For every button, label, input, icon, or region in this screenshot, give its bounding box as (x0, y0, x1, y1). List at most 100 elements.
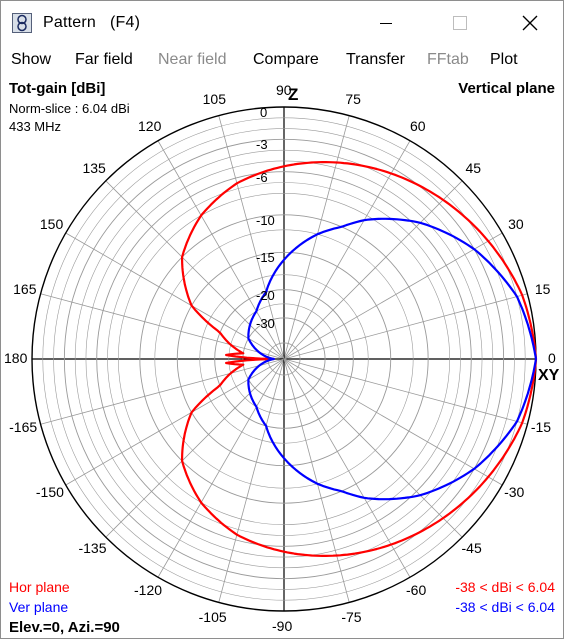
menu-plot[interactable]: Plot (490, 51, 518, 68)
xy-axis-label: XY (538, 367, 560, 384)
radial-tick-label: -6 (256, 169, 268, 185)
polar-plot-area[interactable]: 0 -3 -6 -10 -15 -20 -30 90 75 60 45 30 15 0 -15 -30 -45-… (1, 77, 563, 638)
angle-tick-label: 60 (410, 117, 426, 134)
polar-grid-circle (154, 229, 414, 489)
gain-title: Tot-gain [dBi] (9, 80, 106, 97)
polar-spoke (283, 180, 463, 360)
angle-tick-label: 15 (534, 280, 551, 297)
hor-range-label: -38 < dBi < 6.04 (455, 579, 555, 595)
angle-tick-label: -45 (461, 539, 482, 556)
angle-tick-label: 165 (13, 280, 37, 297)
z-axis-label: Z (288, 85, 299, 104)
norm-slice-label: Norm-slice : 6.04 dBi (9, 101, 130, 116)
angle-tick-label: -135 (78, 539, 107, 556)
angle-tick-label: 105 (202, 91, 226, 108)
polar-grid-circle (242, 317, 326, 401)
legend-hor-plane: Hor plane (9, 579, 70, 595)
polar-chart (31, 106, 538, 612)
polar-spoke (283, 358, 411, 578)
polar-grid-circle (228, 303, 340, 415)
menu-far-field[interactable]: Far field (75, 51, 133, 68)
window-shortcut: (F4) (110, 14, 141, 31)
angle-tick-label: -150 (35, 484, 64, 500)
polar-grid-circle (214, 289, 354, 429)
window-title-text: Pattern (43, 14, 96, 31)
polar-spoke (283, 115, 350, 360)
close-icon (522, 15, 538, 31)
window-title: Pattern (F4) (43, 14, 140, 32)
angle-tick-label: -30 (504, 484, 525, 500)
menu-show[interactable]: Show (11, 51, 52, 68)
angle-tick-label: -165 (9, 419, 38, 436)
pattern-app-icon (12, 13, 32, 33)
radial-tick-label: -10 (256, 212, 275, 228)
radial-tick-label: -15 (256, 250, 275, 266)
polar-spoke (283, 358, 350, 603)
frequency-label: 433 MHz (9, 119, 62, 134)
polar-spoke (40, 293, 285, 360)
polar-grid-circle (117, 192, 451, 526)
polar-spoke (65, 232, 285, 360)
plane-label: Vertical plane (458, 80, 555, 97)
menu-fftab[interactable]: FFtab (427, 51, 469, 68)
polar-grid-circle (176, 251, 392, 467)
polar-grid-circle (96, 171, 472, 547)
polar-grid-circle (107, 182, 461, 536)
close-button[interactable] (507, 1, 553, 45)
maximize-button[interactable] (437, 1, 483, 45)
angle-tick-label: -90 (272, 618, 293, 634)
angle-tick-label: 135 (82, 160, 106, 177)
polar-spoke (40, 358, 285, 425)
polar-spoke (157, 358, 285, 578)
polar-spoke (283, 293, 528, 360)
angle-tick-label: 75 (345, 91, 361, 108)
menu-transfer[interactable]: Transfer (346, 51, 405, 68)
angle-tick-label: -75 (341, 608, 362, 625)
ver-plane-curve (247, 217, 538, 501)
angle-tick-label: -120 (134, 582, 163, 599)
polar-grid-circle (139, 214, 429, 504)
polar-spoke (65, 358, 285, 486)
radial-tick-label: -20 (256, 287, 275, 303)
angle-tick-label: 45 (465, 160, 482, 177)
angle-tick-label: -15 (530, 419, 552, 436)
radial-tick-label: -30 (256, 315, 275, 331)
angle-tick-label: 180 (4, 350, 28, 366)
polar-spoke (283, 358, 503, 486)
radial-tick-label: -3 (256, 137, 268, 153)
polar-grid-circle (53, 128, 515, 590)
polar-spoke (105, 180, 285, 360)
menu-near-field[interactable]: Near field (158, 51, 227, 68)
polar-spoke (283, 358, 463, 538)
angle-tick-label: 150 (39, 216, 64, 232)
polar-grid-circle (85, 160, 483, 558)
menu-compare[interactable]: Compare (253, 51, 319, 68)
angle-tick-label: -105 (198, 608, 227, 625)
minimize-icon (380, 23, 392, 24)
angle-tick-label: 0 (548, 350, 556, 366)
polar-grid-circle (74, 149, 494, 569)
menu-bar: Show Far field Near field Compare Transf… (1, 47, 563, 73)
angle-tick-label: 30 (508, 216, 524, 232)
angle-tick-label: 120 (138, 117, 162, 134)
legend-ver-plane: Ver plane (9, 599, 69, 615)
polar-spoke (218, 358, 285, 603)
polar-grid-circle (42, 117, 526, 601)
polar-spoke (283, 140, 411, 360)
polar-grid-circle (199, 274, 369, 444)
minimize-button[interactable] (363, 1, 409, 45)
polar-spoke (283, 232, 503, 360)
polar-grid-circle (63, 138, 505, 580)
polar-spoke (105, 358, 285, 538)
polar-spoke (283, 358, 528, 425)
angle-tick-label: -60 (406, 582, 427, 599)
polar-spoke (218, 115, 285, 360)
angle-tick-label: 90 (276, 82, 292, 98)
radial-tick-label: 0 (260, 105, 268, 120)
ver-range-label: -38 < dBi < 6.04 (455, 599, 555, 615)
title-bar[interactable]: Pattern (F4) (1, 1, 563, 45)
maximize-icon (453, 16, 467, 30)
elev-azi-label: Elev.=0, Azi.=90 (9, 619, 120, 636)
polar-spoke (157, 140, 285, 360)
